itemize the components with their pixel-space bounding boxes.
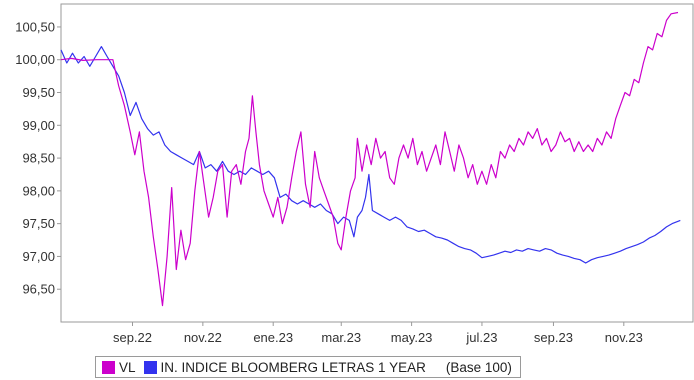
y-axis: 96,50 97,00 97,50 98,00 98,50 99,00 99,50 100,0…: [15, 19, 61, 297]
plot-area: [60, 3, 694, 323]
legend-label-index: IN. INDICE BLOOMBERG LETRAS 1 YEAR: [160, 359, 426, 375]
series-group: [60, 11, 681, 307]
y-tick-label: 96,50: [22, 282, 55, 297]
x-tick-label: nov.23: [605, 330, 643, 345]
legend-label-vl: VL: [119, 359, 136, 375]
x-tick-label: nov.22: [184, 330, 222, 345]
x-axis: sep.22 nov.22 ene.23 mar.23 may.23 jul.23 sep.…: [113, 322, 643, 345]
legend-base-note: (Base 100): [445, 359, 512, 375]
y-tick-label: 100,00: [15, 52, 55, 67]
y-tick-label: 99,50: [22, 85, 55, 100]
x-tick-label: sep.22: [113, 330, 152, 345]
vl-swatch-icon: [102, 360, 115, 374]
x-tick-label: ene.23: [253, 330, 293, 345]
x-tick-label: jul.23: [465, 330, 497, 345]
legend: VL IN. INDICE BLOOMBERG LETRAS 1 YEAR (B…: [95, 356, 521, 378]
y-tick-label: 99,00: [22, 118, 55, 133]
y-tick-label: 100,50: [15, 19, 55, 34]
y-tick-label: 98,50: [22, 151, 55, 166]
y-tick-label: 98,00: [22, 183, 55, 198]
line-chart: 96,50 97,00 97,50 98,00 98,50 99,00 99,50 100,0…: [15, 3, 694, 345]
series-line-vl: [60, 11, 679, 307]
x-tick-label: sep.23: [534, 330, 573, 345]
y-tick-label: 97,50: [22, 216, 55, 231]
x-tick-label: may.23: [391, 330, 433, 345]
index-swatch-icon: [143, 360, 157, 374]
y-tick-label: 97,00: [22, 249, 55, 264]
legend-item-index: IN. INDICE BLOOMBERG LETRAS 1 YEAR: [143, 359, 426, 375]
x-tick-label: mar.23: [321, 330, 361, 345]
legend-item-vl: VL: [102, 360, 136, 375]
series-line-index: [60, 45, 681, 264]
